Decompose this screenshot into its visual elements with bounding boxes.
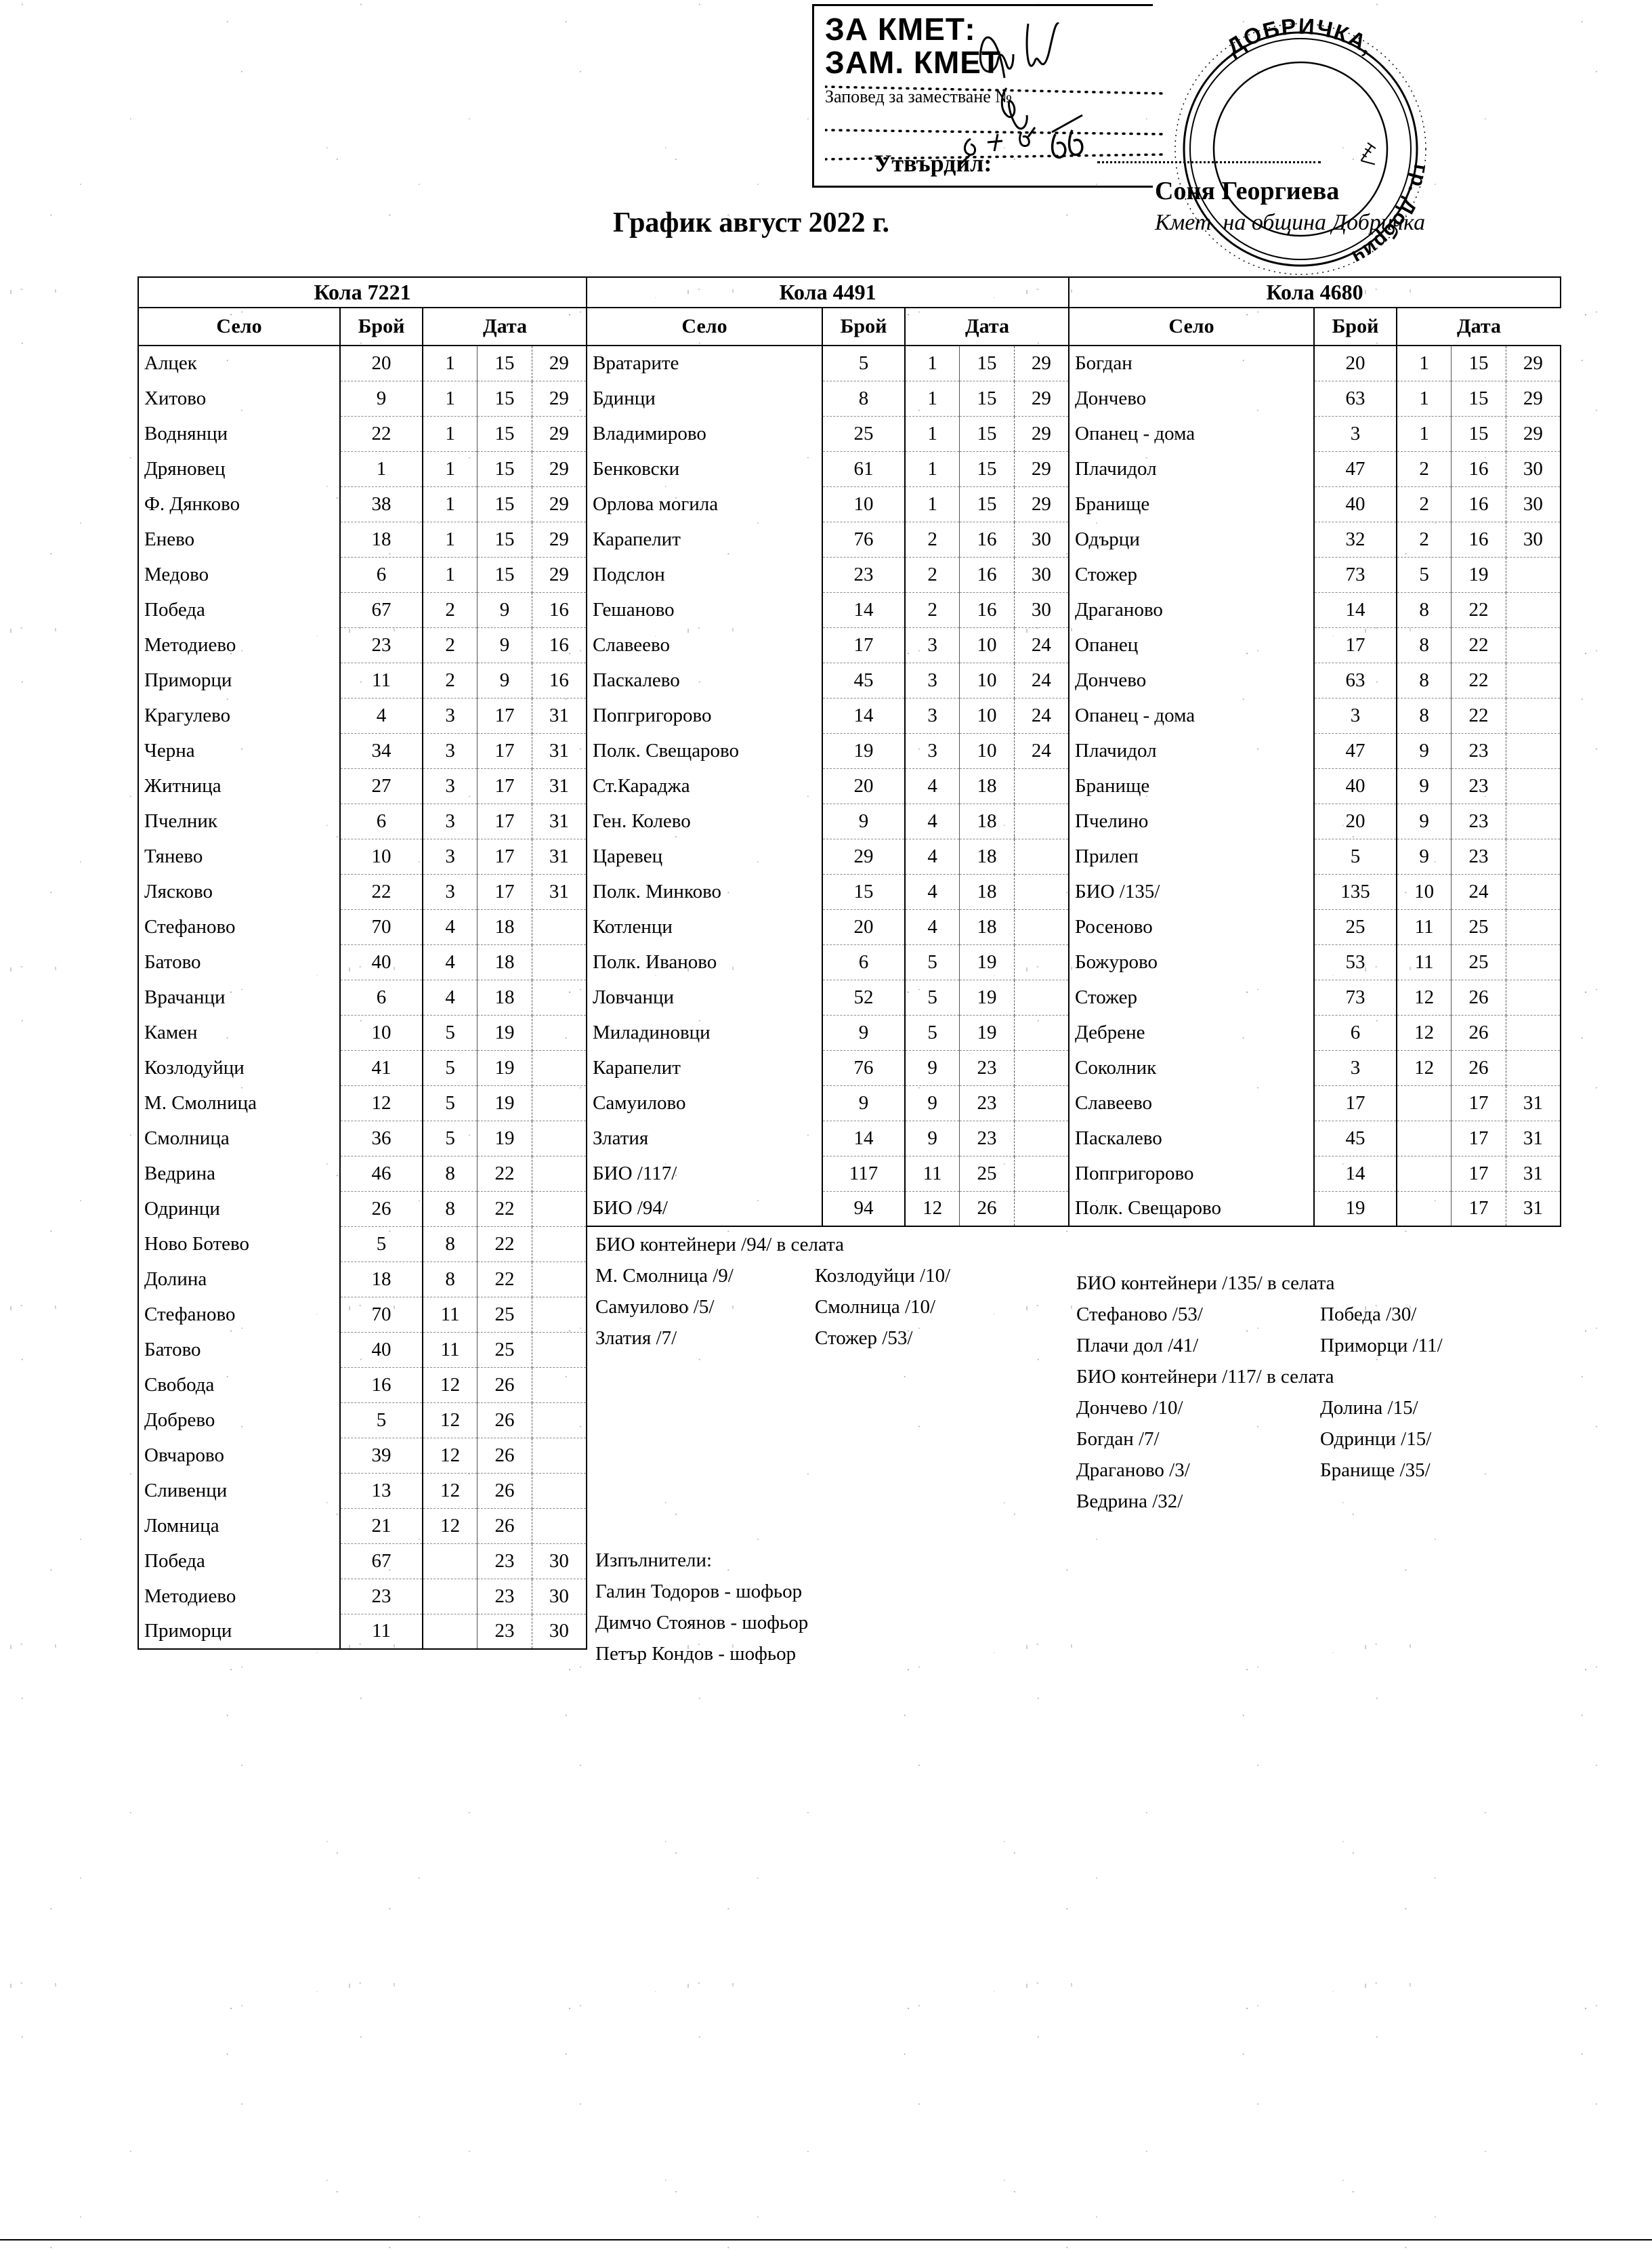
svg-text:ДОБРИЧКА,: ДОБРИЧКА, <box>1222 14 1379 60</box>
svg-text:гр. Добрич: гр. Добрич <box>1348 163 1433 269</box>
